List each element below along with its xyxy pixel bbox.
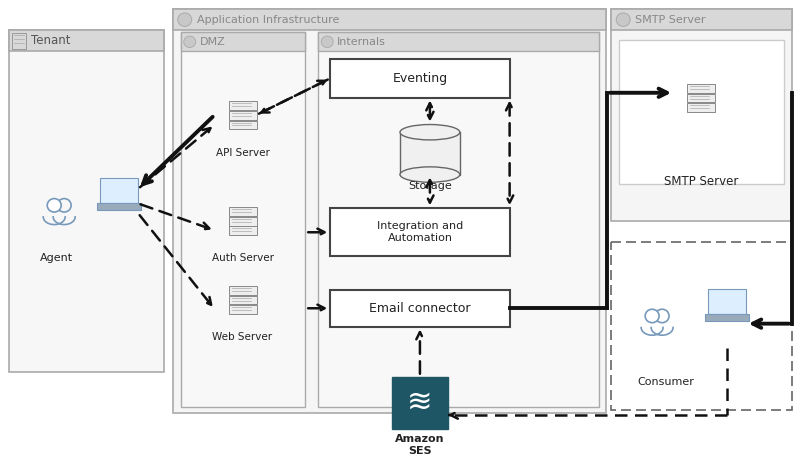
Bar — [228, 121, 256, 129]
Circle shape — [321, 36, 333, 48]
Text: Eventing: Eventing — [392, 72, 448, 85]
Text: Agent: Agent — [39, 253, 73, 263]
Bar — [687, 94, 715, 102]
Circle shape — [616, 13, 630, 27]
Bar — [97, 203, 141, 210]
Text: SMTP Server: SMTP Server — [635, 15, 706, 25]
Text: Auth Server: Auth Server — [211, 253, 274, 263]
Text: Web Server: Web Server — [212, 332, 272, 342]
Bar — [330, 290, 509, 326]
Text: Integration and
Automation: Integration and Automation — [376, 221, 463, 243]
Bar — [392, 376, 448, 430]
Bar — [705, 314, 749, 321]
Text: API Server: API Server — [215, 148, 269, 157]
Bar — [12, 33, 26, 49]
Circle shape — [47, 199, 61, 212]
Bar — [228, 217, 256, 225]
Bar — [611, 9, 791, 221]
Text: Internals: Internals — [337, 37, 386, 47]
Bar — [228, 207, 256, 216]
Text: DMZ: DMZ — [199, 37, 225, 47]
Text: Consumer: Consumer — [638, 376, 694, 386]
Bar — [400, 132, 460, 174]
Circle shape — [178, 13, 191, 27]
Bar — [228, 286, 256, 295]
Text: Tenant: Tenant — [31, 34, 70, 47]
Bar — [318, 32, 599, 51]
Bar — [330, 208, 509, 256]
Circle shape — [183, 36, 195, 48]
Bar — [318, 32, 599, 407]
Bar — [687, 103, 715, 112]
Text: SMTP Server: SMTP Server — [664, 174, 739, 188]
Bar — [330, 59, 509, 98]
Ellipse shape — [400, 167, 460, 182]
Bar — [708, 289, 746, 314]
Bar — [611, 9, 791, 30]
Bar — [100, 179, 138, 203]
Bar — [181, 32, 305, 51]
Bar — [181, 32, 305, 407]
Text: Storage: Storage — [408, 181, 452, 191]
Bar — [687, 84, 715, 93]
Text: Application Infrastructure: Application Infrastructure — [197, 15, 339, 25]
Bar — [173, 9, 606, 30]
Bar — [10, 30, 164, 372]
Ellipse shape — [400, 124, 460, 140]
Bar — [228, 305, 256, 314]
Bar — [611, 242, 791, 410]
Bar — [228, 111, 256, 120]
Bar — [228, 226, 256, 235]
Bar — [619, 40, 783, 184]
Bar — [10, 30, 164, 51]
Circle shape — [645, 309, 659, 323]
Text: Email connector: Email connector — [369, 302, 471, 315]
Bar — [228, 296, 256, 304]
Text: ≋: ≋ — [407, 388, 433, 417]
Text: Amazon
SES: Amazon SES — [395, 434, 445, 456]
Bar — [173, 9, 606, 413]
Bar — [228, 101, 256, 110]
